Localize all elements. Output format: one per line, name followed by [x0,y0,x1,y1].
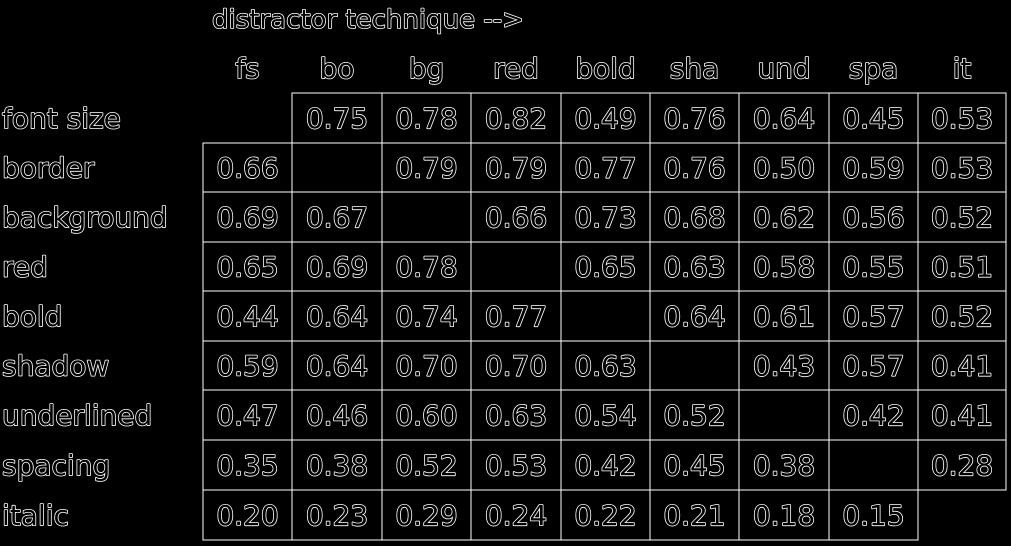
table-cell-value: 0.63 [485,399,547,432]
row-label: font size [2,102,121,135]
table-cell-value: 0.68 [663,201,725,234]
table-cell-value: 0.52 [663,399,725,432]
column-header-bold: bold [575,52,635,85]
table-cell-border [917,439,1007,491]
table-cell-border [828,489,919,541]
table-cell-value: 0.66 [216,152,278,185]
table-cell-value: 0.53 [485,449,547,482]
table-cell-value: 0.77 [574,152,636,185]
table-cell-value: 0.75 [306,102,368,135]
table-cell-value: 0.64 [306,350,368,383]
cell-values: 0.75 0.78 0.82 0.49 0.76 0.64 0.45 0.53 0.66 0.79… [216,101,994,533]
table-cell-value: 0.82 [485,102,547,135]
table-cell-value: 0.49 [574,102,636,135]
table-cell-value: 0.43 [753,350,815,383]
table-cell-value: 0.46 [306,399,368,432]
table-cell-value: 0.76 [663,102,725,135]
row-label: italic [2,499,69,532]
table-cell-value: 0.52 [931,201,993,234]
table-cell-value: 0.63 [663,251,725,284]
row-label: spacing [2,449,110,482]
column-header-bg: bg [409,52,445,85]
table-cell-value: 0.23 [306,499,368,532]
cell-borders [202,92,1007,541]
table-cell-value: 0.67 [306,201,368,234]
table-cell-value: 0.78 [395,102,457,135]
table-cell-value: 0.21 [663,499,725,532]
table-cell-value: 0.52 [395,449,457,482]
table-cell-value: 0.53 [931,102,993,135]
table-cell-value: 0.44 [216,300,278,333]
table-cell-value: 0.73 [574,201,636,234]
table-cell-value: 0.59 [216,350,278,383]
column-header-spa: spa [849,52,899,85]
table-cell-value: 0.41 [931,399,993,432]
table-cell-value: 0.79 [485,152,547,185]
table-cell-value: 0.15 [842,499,904,532]
table-cell-value: 0.38 [753,449,815,482]
table-cell-value: 0.78 [395,251,457,284]
table-cell-value: 0.42 [842,399,904,432]
table-cell-value: 0.74 [395,300,457,333]
table-cell-value: 0.57 [842,300,904,333]
column-header-sha: sha [670,52,720,85]
table-cell-value: 0.59 [842,152,904,185]
table-title: distractor technique --> [212,5,524,35]
column-header-red: red [493,52,539,85]
table-cell-value: 0.45 [842,102,904,135]
table-cell-value: 0.55 [842,251,904,284]
row-label: background [2,201,168,234]
table-cell-value: 0.24 [485,499,547,532]
table-cell-value: 0.70 [485,350,547,383]
table-cell-value: 0.28 [931,449,993,482]
table-cell-value: 0.58 [753,251,815,284]
row-label: bold [2,300,62,333]
table-cell-value: 0.65 [216,251,278,284]
table-cell-value: 0.50 [753,152,815,185]
table-cell-value: 0.79 [395,152,457,185]
table-cell-value: 0.65 [574,251,636,284]
column-header-und: und [757,52,810,85]
table-cell-value: 0.42 [574,449,636,482]
column-header-it: it [953,52,972,85]
table-cell-value: 0.20 [216,499,278,532]
table-cell-value: 0.35 [216,449,278,482]
row-labels: font size border background red bold shadow un… [1,101,168,533]
row-label: border [2,152,95,185]
column-headers: fs bo bg red bold sha und spa it [234,51,972,86]
table-cell-value: 0.29 [395,499,457,532]
column-header-bo: bo [320,52,355,85]
table-cell-value: 0.56 [842,201,904,234]
table-cell-value: 0.62 [753,201,815,234]
table-cell-value: 0.18 [753,499,815,532]
table-cell-value: 0.69 [216,201,278,234]
table-cell-value: 0.60 [395,399,457,432]
table-cell-value: 0.66 [485,201,547,234]
table-cell-value: 0.63 [574,350,636,383]
table-cell-value: 0.57 [842,350,904,383]
table-cell-value: 0.64 [306,300,368,333]
table-cell-value: 0.61 [753,300,815,333]
table-cell-value: 0.64 [753,102,815,135]
table-cell-value: 0.47 [216,399,278,432]
table-cell-value: 0.53 [931,152,993,185]
table-cell-value: 0.51 [931,251,993,284]
table-cell-value: 0.38 [306,449,368,482]
table-cell-value: 0.54 [574,399,636,432]
column-header-fs: fs [235,52,259,85]
table-cell-value: 0.22 [574,499,636,532]
table-cell-value: 0.64 [663,300,725,333]
table-cell-value: 0.45 [663,449,725,482]
table-cell-value: 0.52 [931,300,993,333]
row-label: shadow [2,350,109,383]
table-cell-value: 0.70 [395,350,457,383]
table-cell-value: 0.76 [663,152,725,185]
row-label: red [2,251,48,284]
table-cell-value: 0.41 [931,350,993,383]
table-cell-value: 0.69 [306,251,368,284]
row-label: underlined [2,399,152,432]
table-cell-value: 0.77 [485,300,547,333]
